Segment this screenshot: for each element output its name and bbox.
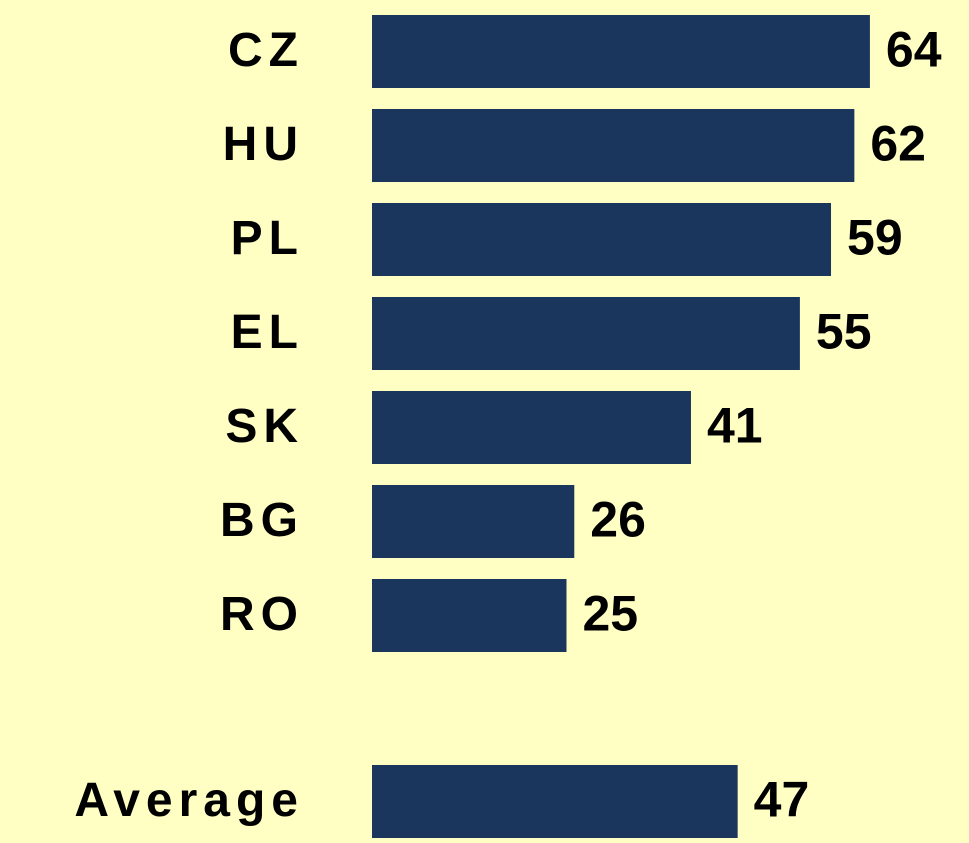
category-label: CZ — [228, 24, 304, 77]
value-label: 64 — [886, 22, 942, 78]
category-label: BG — [220, 494, 304, 547]
category-label: SK — [225, 400, 304, 453]
category-label: Average — [74, 774, 304, 827]
bar — [372, 579, 567, 652]
value-label: 59 — [847, 210, 903, 266]
bar — [372, 109, 855, 182]
bar — [372, 203, 832, 276]
value-label: 62 — [870, 116, 926, 172]
bar — [372, 485, 575, 558]
value-label: 41 — [707, 398, 763, 454]
bar — [372, 297, 800, 370]
bar — [372, 765, 738, 838]
bar — [372, 15, 870, 88]
category-label: HU — [223, 118, 304, 171]
value-label: 47 — [754, 772, 810, 828]
value-label: 26 — [590, 492, 646, 548]
category-label: PL — [231, 212, 304, 265]
value-label: 25 — [583, 586, 639, 642]
category-label: RO — [220, 588, 304, 641]
bar — [372, 391, 691, 464]
value-label: 55 — [816, 304, 872, 360]
category-label: EL — [231, 306, 304, 359]
